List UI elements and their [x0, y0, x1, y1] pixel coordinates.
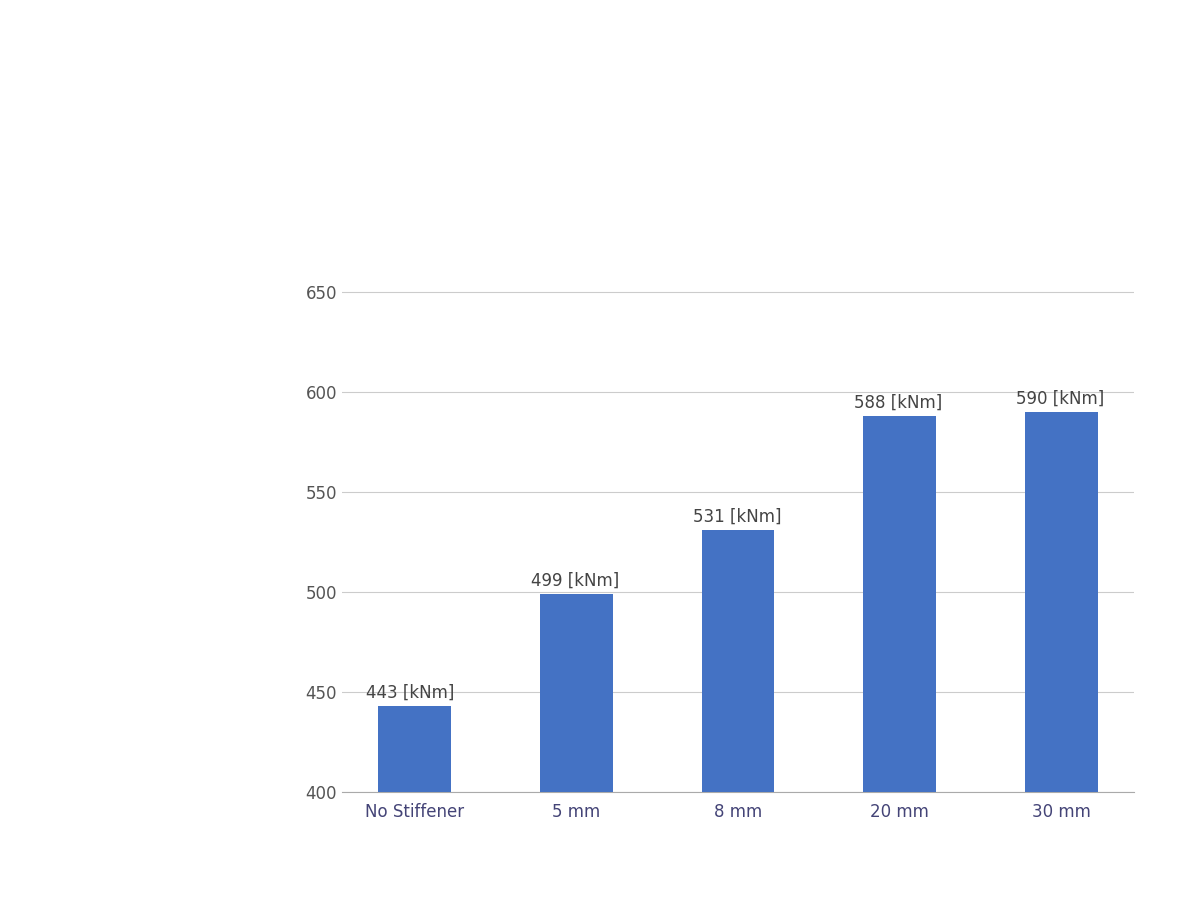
Text: 588 [kNm]: 588 [kNm]: [854, 394, 943, 412]
Bar: [540, 594, 613, 792]
Bar: [863, 416, 936, 792]
Bar: [1025, 412, 1098, 792]
Text: 590 [kNm]: 590 [kNm]: [1016, 390, 1104, 408]
Text: 443 [kNm]: 443 [kNm]: [366, 684, 455, 702]
Bar: [702, 530, 774, 792]
Bar: [378, 706, 451, 792]
Text: 531 [kNm]: 531 [kNm]: [692, 508, 781, 526]
Text: 499 [kNm]: 499 [kNm]: [530, 572, 619, 590]
